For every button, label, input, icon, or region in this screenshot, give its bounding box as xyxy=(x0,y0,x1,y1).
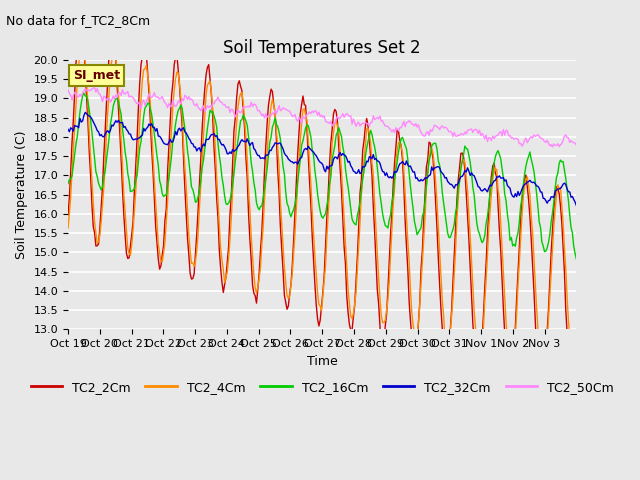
TC2_2Cm xyxy=(570,406,577,411)
Y-axis label: Soil Temperature (C): Soil Temperature (C) xyxy=(15,131,28,259)
TC2_50Cm xyxy=(99,98,106,104)
TC2_2Cm xyxy=(83,95,90,101)
Text: No data for f_TC2_8Cm: No data for f_TC2_8Cm xyxy=(6,14,150,27)
TC2_32Cm xyxy=(570,197,577,203)
Line: TC2_16Cm: TC2_16Cm xyxy=(68,93,577,259)
TC2_32Cm xyxy=(428,164,436,170)
TC2_32Cm xyxy=(81,109,89,115)
TC2_32Cm xyxy=(573,203,580,208)
TC2_16Cm xyxy=(80,90,88,96)
TC2_2Cm xyxy=(573,386,580,392)
TC2_32Cm xyxy=(64,126,72,132)
TC2_4Cm xyxy=(77,40,85,46)
TC2_2Cm xyxy=(64,212,72,218)
TC2_50Cm xyxy=(504,128,511,133)
Line: TC2_4Cm: TC2_4Cm xyxy=(68,43,577,384)
TC2_4Cm xyxy=(83,81,90,86)
TC2_16Cm xyxy=(504,211,511,216)
TC2_4Cm xyxy=(570,381,577,387)
TC2_16Cm xyxy=(83,93,90,99)
TC2_2Cm xyxy=(99,183,106,189)
TC2_16Cm xyxy=(327,174,335,180)
TC2_4Cm xyxy=(572,380,579,386)
TC2_50Cm xyxy=(81,86,89,92)
TC2_16Cm xyxy=(99,184,106,190)
Line: TC2_50Cm: TC2_50Cm xyxy=(68,88,577,147)
TC2_4Cm xyxy=(327,163,335,169)
TC2_50Cm xyxy=(573,142,580,148)
TC2_2Cm xyxy=(327,140,335,146)
X-axis label: Time: Time xyxy=(307,355,337,368)
TC2_2Cm xyxy=(504,373,511,379)
TC2_50Cm xyxy=(428,129,436,134)
TC2_2Cm xyxy=(428,148,436,154)
Title: Soil Temperatures Set 2: Soil Temperatures Set 2 xyxy=(223,39,421,57)
Legend: TC2_2Cm, TC2_4Cm, TC2_16Cm, TC2_32Cm, TC2_50Cm: TC2_2Cm, TC2_4Cm, TC2_16Cm, TC2_32Cm, TC… xyxy=(26,375,619,398)
TC2_2Cm xyxy=(572,404,579,410)
TC2_50Cm xyxy=(548,144,556,150)
TC2_32Cm xyxy=(99,133,106,139)
TC2_50Cm xyxy=(572,140,579,146)
TC2_32Cm xyxy=(327,163,335,169)
Text: SI_met: SI_met xyxy=(73,69,120,82)
TC2_4Cm xyxy=(504,335,511,341)
Line: TC2_2Cm: TC2_2Cm xyxy=(68,25,577,408)
TC2_16Cm xyxy=(64,181,72,187)
TC2_32Cm xyxy=(504,182,511,188)
TC2_32Cm xyxy=(83,111,90,117)
TC2_4Cm xyxy=(573,370,580,376)
TC2_4Cm xyxy=(64,225,72,231)
TC2_16Cm xyxy=(428,143,436,149)
TC2_50Cm xyxy=(327,119,335,124)
TC2_16Cm xyxy=(573,256,580,262)
TC2_50Cm xyxy=(91,85,99,91)
TC2_16Cm xyxy=(570,243,577,249)
TC2_50Cm xyxy=(64,87,72,93)
Line: TC2_32Cm: TC2_32Cm xyxy=(68,112,577,205)
TC2_2Cm xyxy=(76,22,84,28)
TC2_4Cm xyxy=(428,145,436,151)
TC2_4Cm xyxy=(99,201,106,207)
